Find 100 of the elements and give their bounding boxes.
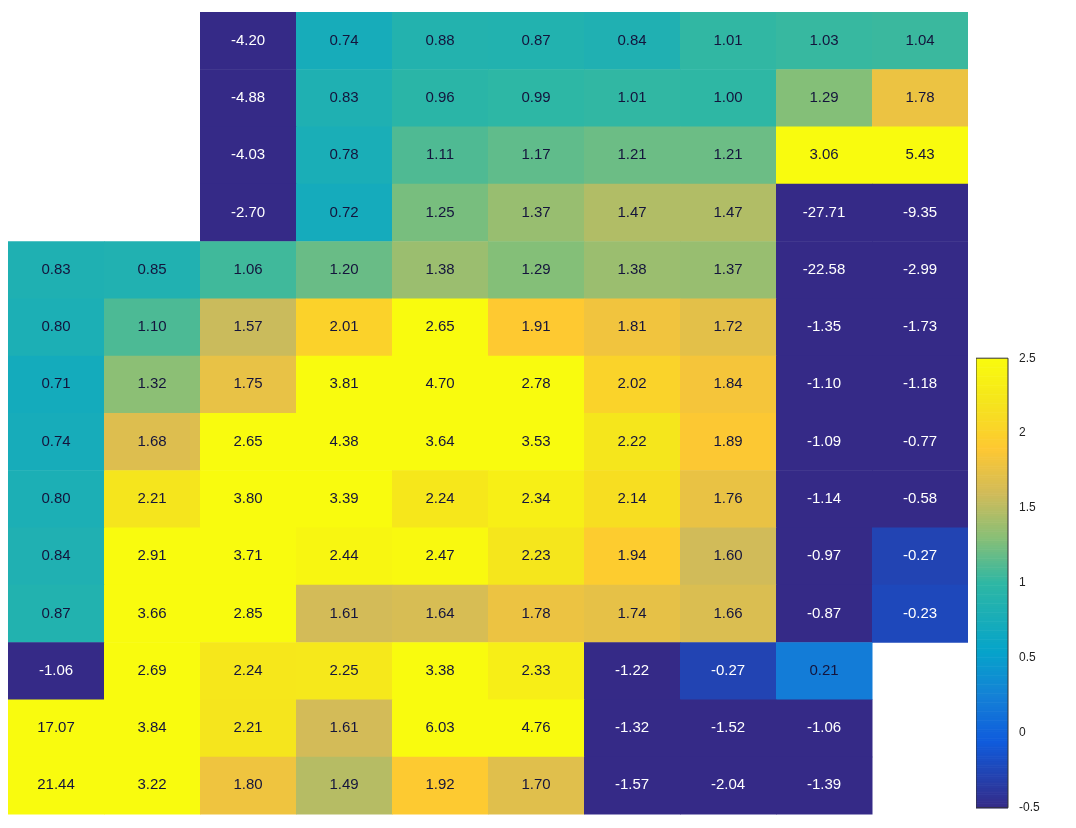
data-label: 3.80: [233, 489, 263, 507]
data-label: 0.72: [329, 202, 359, 220]
data-label: 2.24: [233, 660, 263, 678]
data-label: 3.22: [137, 775, 167, 793]
data-label: 1.70: [521, 775, 551, 793]
data-label: 3.64: [425, 431, 455, 449]
data-label: 1.21: [617, 145, 647, 163]
color-bar-label: 2.5: [1019, 350, 1037, 365]
data-label: 1.76: [713, 489, 743, 507]
data-label: 1.78: [905, 88, 935, 106]
data-label: -1.14: [806, 489, 842, 507]
data-label: 1.11: [425, 145, 455, 163]
data-label: -1.10: [806, 374, 842, 392]
data-label: 1.80: [233, 775, 263, 793]
data-label: 1.75: [233, 374, 263, 392]
data-label: -4.03: [230, 145, 266, 163]
data-label: 1.29: [521, 259, 551, 277]
data-label: 2.69: [137, 660, 167, 678]
data-label: 3.71: [233, 546, 263, 564]
data-label: 2.22: [617, 431, 647, 449]
data-label: 0.84: [617, 30, 647, 48]
data-label: -4.88: [230, 88, 266, 106]
data-label: 6.03: [425, 718, 455, 736]
data-label: 2.34: [521, 489, 551, 507]
data-label: 0.78: [329, 145, 359, 163]
data-label: 1.10: [137, 317, 167, 335]
data-label: 17.07: [37, 718, 75, 736]
data-label: 4.76: [521, 718, 551, 736]
data-label: 0.74: [41, 431, 71, 449]
data-label: 2.65: [233, 431, 263, 449]
data-label: 1.66: [713, 603, 743, 621]
data-label: 1.03: [809, 30, 839, 48]
data-label: 0.83: [41, 259, 71, 277]
color-bar-label: 2: [1019, 425, 1026, 440]
data-label: 1.60: [713, 546, 743, 564]
data-label: -0.87: [806, 603, 842, 621]
data-label: -1.18: [902, 374, 938, 392]
data-label: 3.38: [425, 660, 455, 678]
data-label: 1.72: [713, 317, 743, 335]
data-label: 0.99: [521, 88, 551, 106]
data-label: 1.00: [713, 88, 743, 106]
data-label: 21.44: [37, 775, 75, 793]
data-label: 3.66: [137, 603, 167, 621]
data-label: 3.81: [329, 374, 359, 392]
data-label: 0.80: [41, 489, 71, 507]
data-label: -9.35: [902, 202, 938, 220]
data-label: 1.91: [521, 317, 551, 335]
data-label: 1.74: [617, 603, 647, 621]
data-label: -2.04: [710, 775, 746, 793]
data-label: 1.49: [329, 775, 359, 793]
data-label: -1.52: [710, 718, 746, 736]
data-label: 1.37: [521, 202, 551, 220]
color-bar-label: -0.5: [1019, 800, 1040, 815]
data-label: 1.78: [521, 603, 551, 621]
data-label: 1.94: [617, 546, 647, 564]
data-label: 2.14: [617, 489, 647, 507]
data-label: -0.23: [902, 603, 938, 621]
data-label: 1.25: [425, 202, 455, 220]
data-label: -0.27: [902, 546, 938, 564]
data-label: 0.96: [425, 88, 455, 106]
data-label: 0.84: [41, 546, 71, 564]
data-label: 1.06: [233, 259, 263, 277]
data-label: 3.06: [809, 145, 839, 163]
data-label: -0.77: [902, 431, 938, 449]
data-label: 4.38: [329, 431, 359, 449]
data-label: 2.21: [233, 718, 263, 736]
data-label: 1.29: [809, 88, 839, 106]
data-label: 3.84: [137, 718, 167, 736]
data-label: 2.33: [521, 660, 551, 678]
data-label: 0.71: [41, 374, 71, 392]
data-label: 3.39: [329, 489, 359, 507]
data-label: 2.91: [137, 546, 167, 564]
data-label: 2.78: [521, 374, 551, 392]
data-label: 2.65: [425, 317, 455, 335]
data-label: 3.53: [521, 431, 551, 449]
data-label: 0.74: [329, 30, 359, 48]
data-label: -1.57: [614, 775, 650, 793]
data-label: 0.80: [41, 317, 71, 335]
color-bar-label: 1: [1019, 575, 1026, 590]
data-label: -1.35: [806, 317, 842, 335]
data-label: 2.23: [521, 546, 551, 564]
data-label: 2.25: [329, 660, 359, 678]
data-label: 1.38: [425, 259, 455, 277]
color-bar-label: 0: [1019, 725, 1026, 740]
data-label: 1.01: [617, 88, 647, 106]
data-label: 4.70: [425, 374, 455, 392]
data-label: 1.04: [905, 30, 935, 48]
data-label: 1.17: [521, 145, 551, 163]
data-label: 1.61: [329, 603, 359, 621]
data-label: 1.89: [713, 431, 743, 449]
data-label: 2.01: [329, 317, 359, 335]
data-label: 2.85: [233, 603, 263, 621]
data-label: -1.22: [614, 660, 650, 678]
data-label: 2.02: [617, 374, 647, 392]
data-label: -2.70: [230, 202, 266, 220]
data-label: 1.92: [425, 775, 455, 793]
data-label: 1.01: [713, 30, 743, 48]
data-label: 1.47: [617, 202, 647, 220]
data-label: 0.83: [329, 88, 359, 106]
data-label: 0.21: [809, 660, 839, 678]
